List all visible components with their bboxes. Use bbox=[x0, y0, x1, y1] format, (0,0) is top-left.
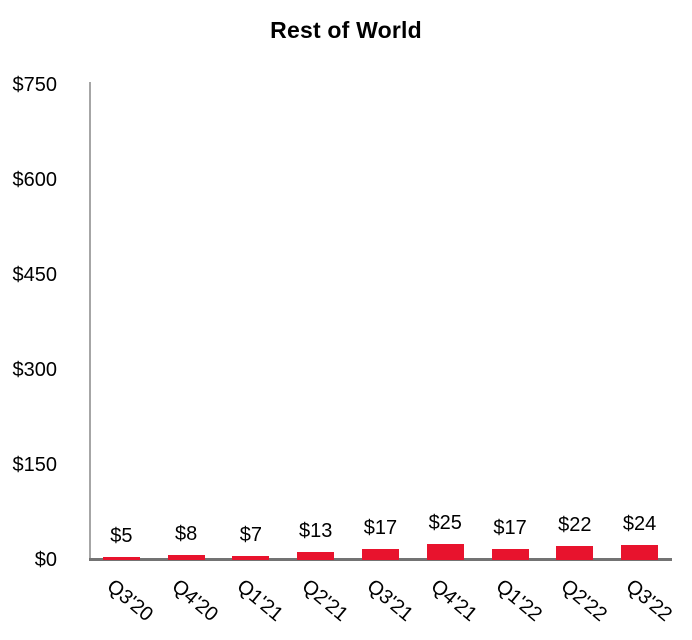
x-tick-label-Q3'20: Q3'20 bbox=[102, 575, 158, 626]
bar-value-label: $8 bbox=[175, 522, 198, 545]
plot-area: $5 $8 $7 $13 $17 $25 $17 $22 $24 bbox=[89, 82, 672, 561]
bar-slot: $24 bbox=[607, 82, 672, 560]
bar-value-label: $7 bbox=[239, 523, 263, 546]
x-tick-label-Q1'22: Q1'22 bbox=[491, 575, 547, 626]
bar-slot: $25 bbox=[413, 82, 478, 560]
x-tick-label-Q1'21: Q1'21 bbox=[232, 575, 287, 626]
bar-Q4'20 bbox=[167, 554, 205, 560]
bar-Q2'22 bbox=[556, 546, 594, 560]
y-tick-label: $300 bbox=[12, 358, 58, 381]
bar-Q1'22 bbox=[491, 549, 529, 560]
bar-Q3'20 bbox=[102, 556, 140, 560]
x-tick-label-Q4'21: Q4'21 bbox=[426, 575, 482, 626]
x-tick-label-Q3'21: Q3'21 bbox=[362, 575, 417, 626]
y-tick-label: $750 bbox=[12, 74, 58, 96]
y-axis-line bbox=[89, 82, 91, 560]
x-tick-label-Q3'22: Q3'22 bbox=[621, 575, 676, 626]
bar-slot: $17 bbox=[478, 82, 543, 560]
x-tick-label-Q2'22: Q2'22 bbox=[556, 575, 611, 626]
x-tick-label-Q4'20: Q4'20 bbox=[167, 575, 223, 626]
y-tick-label: $150 bbox=[12, 453, 58, 476]
bar-slot: $13 bbox=[283, 82, 348, 560]
bar-Q3'21 bbox=[361, 549, 399, 560]
bar-slot: $7 bbox=[219, 82, 284, 560]
y-tick-label: $450 bbox=[12, 263, 58, 286]
bar-value-label: $25 bbox=[428, 512, 462, 535]
bar-slot: $22 bbox=[542, 82, 607, 560]
y-tick-label: $600 bbox=[12, 168, 58, 191]
bar-value-label: $22 bbox=[558, 514, 592, 537]
bar-Q1'21 bbox=[232, 555, 270, 560]
bar-Q3'22 bbox=[621, 544, 659, 560]
bar-value-label: $24 bbox=[622, 512, 657, 535]
bar-value-label: $17 bbox=[493, 517, 527, 540]
chart-title: Rest of World bbox=[270, 17, 422, 43]
bar-value-label: $13 bbox=[299, 519, 333, 542]
y-tick-label: $0 bbox=[34, 548, 57, 571]
bar-slot: $8 bbox=[154, 82, 219, 560]
bar-slot: $17 bbox=[348, 82, 413, 560]
bar-Q4'21 bbox=[426, 544, 464, 560]
x-tick-label-Q2'21: Q2'21 bbox=[297, 575, 352, 626]
bar-value-label: $17 bbox=[363, 517, 398, 540]
bar-value-label: $5 bbox=[110, 524, 133, 547]
bar-Q2'21 bbox=[297, 551, 335, 560]
bar-slot: $5 bbox=[89, 82, 154, 560]
